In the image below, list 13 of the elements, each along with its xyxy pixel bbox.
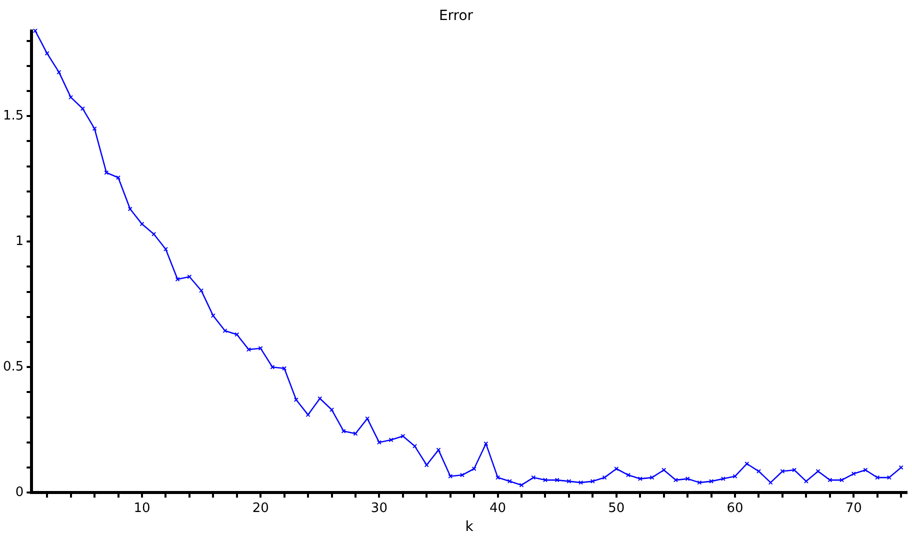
x-tick-label: 50 [608,500,625,516]
x-tick-label: 60 [726,500,744,516]
x-axis-title: k [465,519,474,536]
chart-title: Error [438,8,474,24]
x-tick-label: 70 [845,500,862,516]
y-tick-label: 0.5 [2,359,24,374]
y-tick-label: 1.5 [2,108,24,124]
x-tick-label: 10 [134,500,150,516]
x-tick-label: 30 [370,500,388,516]
y-tick-label: 1 [15,234,24,249]
x-tick-label: 40 [490,500,506,516]
x-tick-label: 20 [252,500,269,516]
y-tick-label: 0 [15,484,24,500]
